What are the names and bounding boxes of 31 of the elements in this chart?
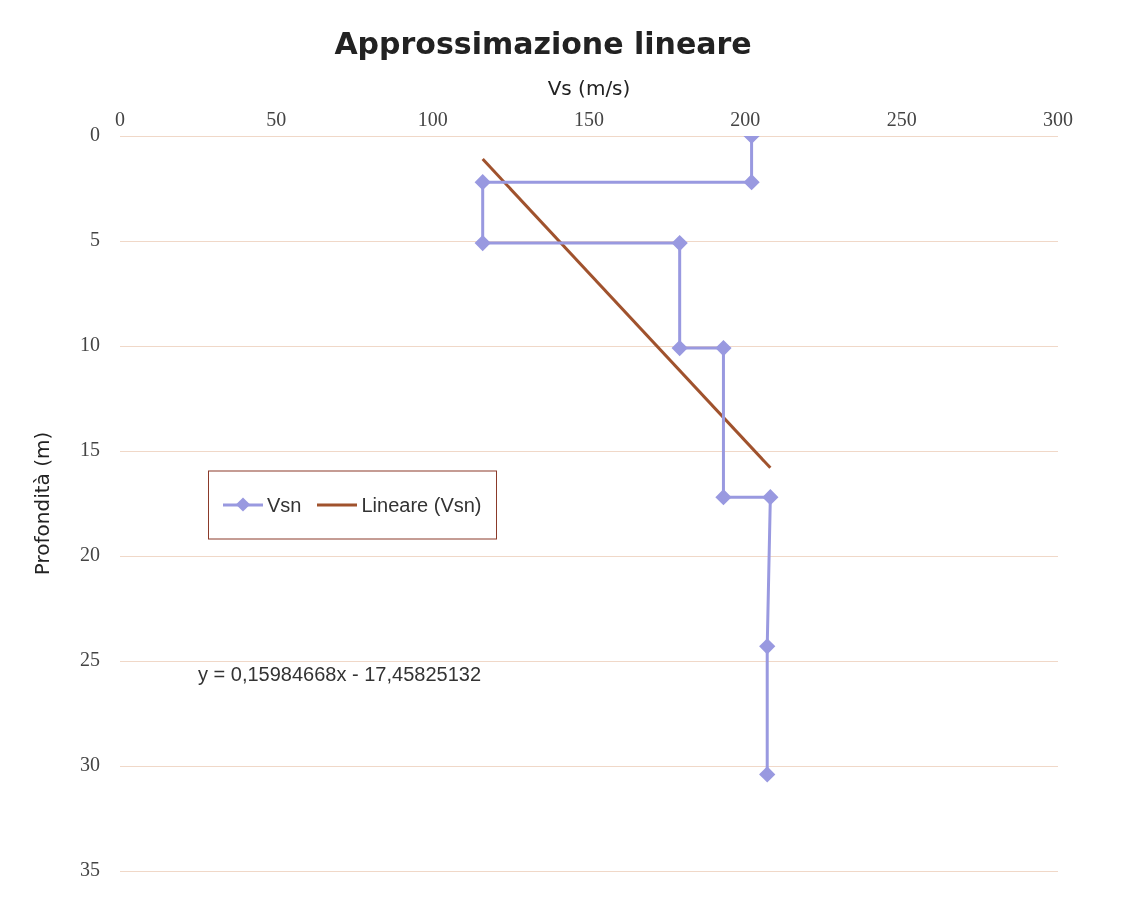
y-tick-label: 30 bbox=[80, 753, 100, 776]
x-axis-title: Vs (m/s) bbox=[547, 76, 631, 101]
y-tick-label: 35 bbox=[80, 858, 100, 881]
chart-title: Approssimazione lineare bbox=[334, 25, 752, 61]
legend-label: Lineare (Vsn) bbox=[360, 493, 482, 517]
point bbox=[715, 340, 731, 356]
y-tick-label: 0 bbox=[90, 123, 100, 146]
point bbox=[475, 174, 491, 190]
y-tick-label: 10 bbox=[80, 333, 100, 356]
legend-label: Vsn bbox=[266, 493, 302, 517]
point bbox=[672, 235, 688, 251]
x-tick-label: 300 bbox=[1043, 108, 1073, 131]
y-tick-label: 5 bbox=[90, 228, 100, 251]
x-tick-label: 250 bbox=[886, 108, 917, 131]
y-tick-label: 15 bbox=[80, 438, 100, 461]
point bbox=[475, 235, 491, 251]
y-axis-title: Profondità (m) bbox=[30, 431, 55, 576]
x-tick-label: 100 bbox=[417, 108, 448, 131]
x-tick-label: 0 bbox=[115, 108, 125, 131]
y-tick-label: 20 bbox=[80, 543, 100, 566]
point bbox=[759, 638, 775, 654]
x-tick-label: 50 bbox=[266, 108, 287, 131]
x-tick-label: 150 bbox=[574, 108, 604, 131]
point bbox=[762, 489, 778, 505]
y-tick-label: 25 bbox=[80, 648, 100, 671]
annotation: y = 0,15984668x - 17,45825132 bbox=[198, 663, 482, 686]
point bbox=[744, 174, 760, 190]
point bbox=[759, 766, 775, 782]
point bbox=[672, 340, 688, 356]
point bbox=[715, 489, 731, 505]
x-tick-label: 200 bbox=[730, 108, 761, 131]
